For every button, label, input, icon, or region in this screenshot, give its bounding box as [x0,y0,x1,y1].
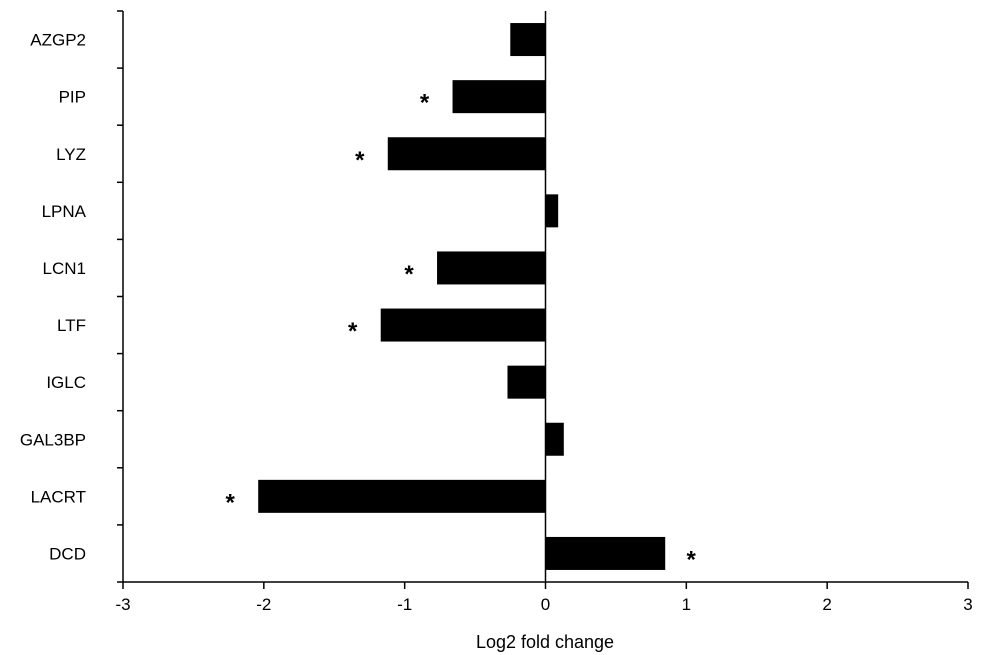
labels-group: AZGP2 PIP * LYZ * LPNA LCN1 * LTF * IGLC GAL3BP LACR… [20,31,973,614]
significance-marker: * [226,489,236,516]
bar-ltf [380,308,546,342]
category-label-lpna: LPNA [42,202,87,221]
category-label-lcn1: LCN1 [43,259,86,278]
x-tick-label: -2 [256,595,271,614]
bar-gal3bp [545,422,564,456]
bar-lacrt [258,479,546,513]
category-label-lacrt: LACRT [31,487,86,506]
category-label-lyz: LYZ [56,145,86,164]
bar-lyz [387,137,546,171]
bar-lcn1 [437,251,546,285]
bar-iglc [507,365,546,399]
x-tick-label: 0 [541,595,550,614]
x-tick-label: 1 [682,595,691,614]
x-tick-label: -3 [115,595,130,614]
bar-dcd [545,536,666,570]
bar-pip [452,80,546,114]
category-label-gal3bp: GAL3BP [20,430,86,449]
significance-marker: * [355,147,365,174]
category-label-azgp2: AZGP2 [30,31,86,50]
category-label-ltf: LTF [57,316,86,335]
bar-azgp2 [510,23,546,57]
significance-marker: * [687,546,697,573]
significance-marker: * [348,318,358,345]
axes-group [117,10,969,589]
x-tick-label: 2 [822,595,831,614]
x-tick-label: -1 [397,595,412,614]
significance-marker: * [420,90,430,117]
bars-group [258,23,666,570]
category-label-dcd: DCD [49,544,86,563]
x-tick-label: 3 [963,595,972,614]
significance-marker: * [404,261,414,288]
category-label-iglc: IGLC [46,373,86,392]
x-axis-title: Log2 fold change [476,632,614,652]
category-label-pip: PIP [59,88,86,107]
bar-lpna [545,194,559,228]
